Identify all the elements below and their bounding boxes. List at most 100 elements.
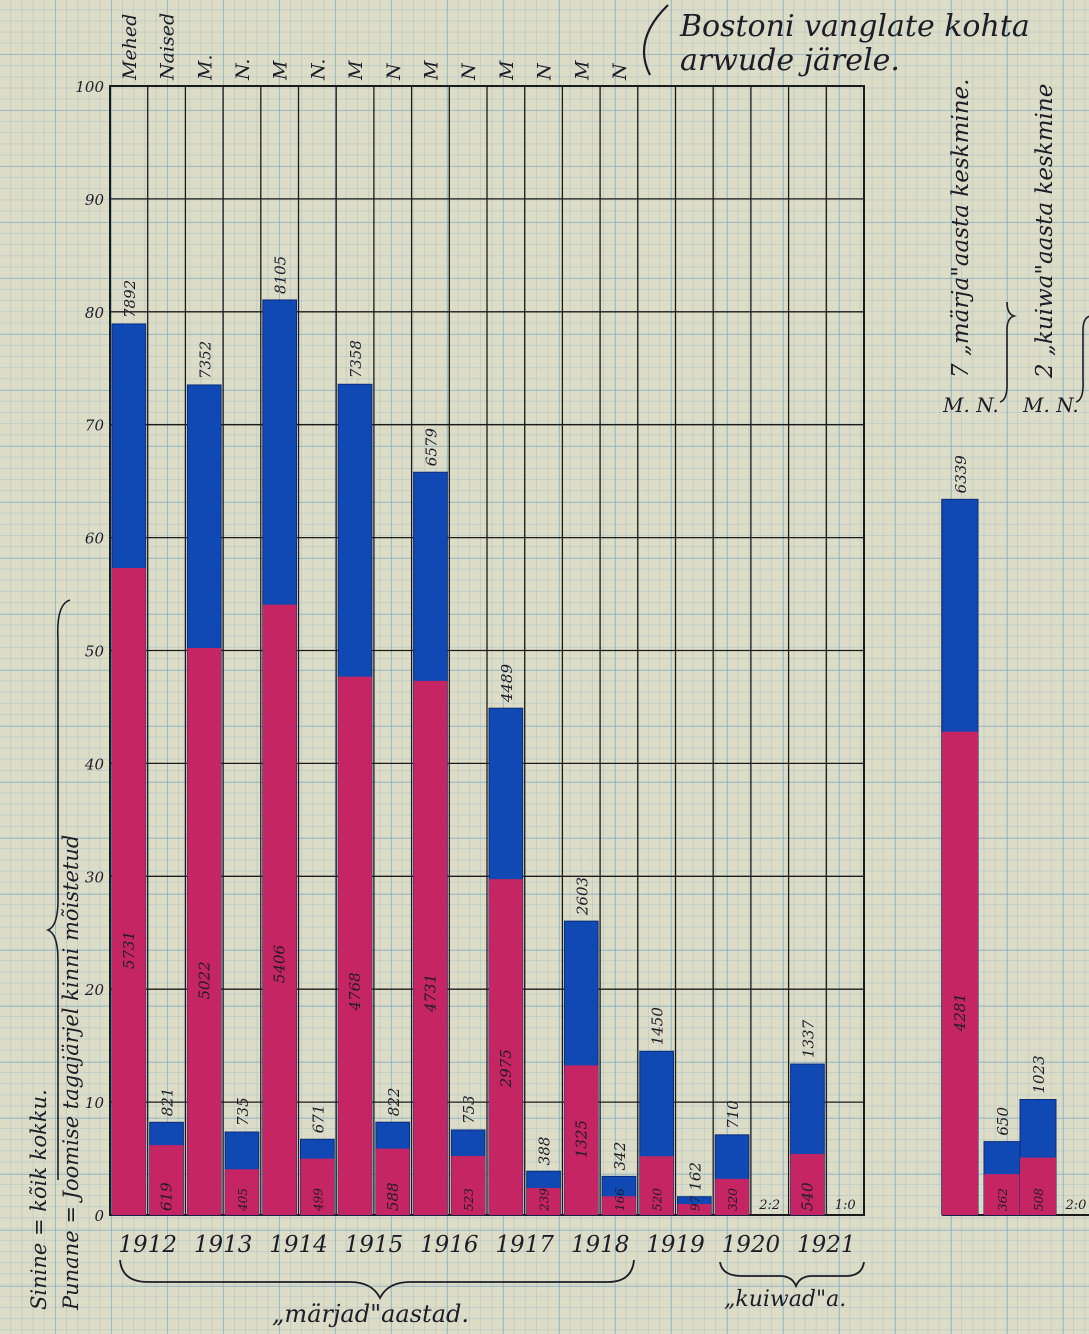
column-header: Naised xyxy=(157,13,179,81)
avg-dry-title: 2 „kuiwa"aasta keskmine xyxy=(1032,84,1058,379)
drink-value-label: 239 xyxy=(538,1188,552,1212)
year-label: 1913 xyxy=(194,1232,253,1258)
avg-dry-mn: M. N. xyxy=(1022,393,1079,417)
column-header: N xyxy=(609,62,631,81)
drink-value-label: 5406 xyxy=(271,944,289,983)
drink-value-label: 540 xyxy=(798,1182,816,1211)
legend-blue: Sinine = kõik kokku. xyxy=(27,1089,51,1310)
column-header: Mehed xyxy=(119,14,141,81)
total-value-label: 6339 xyxy=(952,455,970,494)
column-header: N. xyxy=(232,59,254,81)
average-labels: M. N. M. N. 7 „märja"aasta keskmine. 2 „… xyxy=(942,79,1089,417)
drink-value-label: 1325 xyxy=(572,1120,590,1158)
drink-value-label: 619 xyxy=(158,1182,176,1211)
total-value-label: 6579 xyxy=(422,428,440,467)
year-label: 1920 xyxy=(722,1232,781,1258)
drink-value-label: 97 xyxy=(688,1195,702,1211)
total-value-label: 342 xyxy=(611,1142,629,1171)
title-line-1: Bostoni vanglate kohta xyxy=(679,9,1030,44)
year-label: 1919 xyxy=(646,1232,705,1258)
column-header: N xyxy=(383,62,405,81)
chart-title: Bostoni vanglate kohta arwude järele. xyxy=(642,4,1030,78)
column-header: M xyxy=(571,60,593,81)
y-tick-label: 10 xyxy=(85,1094,105,1112)
bar-drink xyxy=(564,1065,599,1215)
drink-value-label: 320 xyxy=(726,1188,740,1211)
column-header: M xyxy=(270,60,292,81)
bar-drink xyxy=(526,1188,561,1215)
y-tick-label: 40 xyxy=(84,755,105,773)
drink-value-label: 499 xyxy=(311,1188,325,1212)
bar-drink xyxy=(225,1169,259,1215)
bar-drink xyxy=(451,1155,485,1215)
ratio-label: 2:2 xyxy=(758,1198,780,1213)
drink-value-label: 362 xyxy=(996,1188,1010,1211)
y-tick-label: 30 xyxy=(85,868,105,886)
total-value-label: 2603 xyxy=(573,877,591,916)
y-tick-label: 80 xyxy=(85,304,105,322)
y-tick-label: 60 xyxy=(85,530,105,548)
dry-years-label: „kuiwad"a. xyxy=(724,1287,846,1312)
legend: Sinine = kõik kokku. Punane = Joomise ta… xyxy=(27,835,83,1311)
total-value-label: 388 xyxy=(536,1137,554,1166)
total-value-label: 7352 xyxy=(196,341,214,379)
bar-drink xyxy=(790,1154,825,1215)
y-tick-label: 50 xyxy=(85,643,105,661)
total-value-label: 1023 xyxy=(1030,1055,1048,1093)
bar-drink xyxy=(149,1145,184,1215)
drink-value-label: 166 xyxy=(613,1188,627,1211)
bar-drink xyxy=(1020,1157,1056,1215)
ratio-label: 2:0 xyxy=(1065,1198,1087,1213)
total-value-label: 671 xyxy=(309,1105,327,1134)
year-label: 1918 xyxy=(571,1232,630,1258)
total-value-label: 822 xyxy=(385,1088,403,1117)
avg-wet-mn: M. N. xyxy=(942,393,999,417)
total-value-label: 650 xyxy=(994,1107,1012,1136)
total-value-label: 1337 xyxy=(799,1019,817,1058)
column-header: M xyxy=(420,60,442,81)
total-value-label: 162 xyxy=(686,1162,704,1191)
wet-years-label: „märjad"aastad. xyxy=(272,1300,469,1328)
chart-bars xyxy=(111,299,1057,1216)
column-header: N xyxy=(458,62,480,81)
bar-drink xyxy=(602,1196,636,1215)
total-value-label: 735 xyxy=(234,1097,252,1126)
bar-drink xyxy=(262,604,297,1215)
drink-value-label: 4768 xyxy=(346,972,364,1011)
drink-value-label: 588 xyxy=(384,1182,402,1211)
total-value-label: 1450 xyxy=(649,1007,667,1046)
total-value-label: 821 xyxy=(159,1088,177,1117)
total-value-label: 7892 xyxy=(121,280,139,318)
y-tick-label: 0 xyxy=(94,1207,104,1225)
y-tick-label: 70 xyxy=(85,417,105,435)
year-label: 1921 xyxy=(797,1232,856,1258)
drink-value-label: 4281 xyxy=(951,993,969,1032)
bar-drink xyxy=(338,676,372,1215)
bar-drink xyxy=(639,1156,674,1215)
bar-drink xyxy=(677,1204,712,1215)
bar-drink xyxy=(489,879,523,1215)
drink-value-label: 2975 xyxy=(497,1049,515,1088)
legend-red: Punane = Joomise tagajärjel kinni mõiste… xyxy=(59,835,83,1311)
total-value-label: 4489 xyxy=(498,664,516,704)
drink-value-label: 405 xyxy=(236,1188,250,1212)
bar-drink xyxy=(300,1158,335,1215)
column-header: M. xyxy=(194,55,216,82)
drink-value-label: 508 xyxy=(1032,1188,1046,1211)
drink-value-label: 5022 xyxy=(195,961,213,999)
group-brackets: „märjad"aastad. „kuiwad"a. xyxy=(45,599,865,1328)
year-label: 1917 xyxy=(495,1232,554,1258)
drink-value-label: 523 xyxy=(462,1188,476,1211)
y-tick-label: 100 xyxy=(75,78,104,96)
title-line-2: arwude järele. xyxy=(680,43,900,78)
drink-value-label: 520 xyxy=(651,1188,665,1211)
column-header: M xyxy=(496,60,518,81)
total-value-label: 8105 xyxy=(272,256,290,294)
drink-value-label: 5731 xyxy=(120,931,138,969)
year-label: 1912 xyxy=(118,1232,177,1258)
year-label: 1915 xyxy=(345,1232,404,1258)
total-value-label: 710 xyxy=(724,1100,742,1129)
year-label: 1914 xyxy=(269,1232,328,1258)
total-value-label: 753 xyxy=(460,1095,478,1124)
